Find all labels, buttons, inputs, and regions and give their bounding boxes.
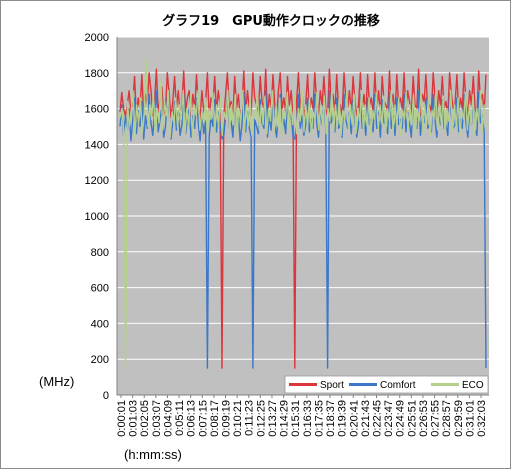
x-tick-label: 0:29:59	[453, 400, 465, 437]
axes	[116, 37, 489, 398]
x-tick-label: 0:10:21	[232, 400, 244, 437]
y-tick-label: 1600	[85, 104, 109, 116]
y-tick-label: 1400	[85, 139, 109, 151]
y-tick-label: 200	[91, 354, 109, 366]
legend: Sport Comfort ECO	[284, 375, 489, 394]
x-tick-label: 0:05:11	[174, 400, 186, 436]
x-tick-label: 0:23:47	[383, 400, 395, 437]
legend-label-sport: Sport	[320, 380, 344, 391]
x-tick-label: 0:06:13	[186, 400, 198, 437]
x-tick-label: 0:15:31	[290, 400, 302, 437]
series-layer	[119, 57, 487, 369]
legend-label-comfort: Comfort	[380, 380, 416, 391]
x-tick-label: 0:11:23	[244, 400, 256, 436]
x-tick-label: 0:32:03	[476, 400, 488, 437]
y-tick-label: 1800	[85, 68, 109, 80]
x-tick-label: 0:13:27	[267, 400, 279, 437]
x-tick-label: 0:16:33	[302, 400, 314, 437]
x-tick-labels: 0:00:01 0:01:03 0:02:05 0:03:07 0:04:09 0:05:…	[116, 400, 488, 437]
chart-title: グラフ19 GPU動作クロックの推移	[162, 13, 380, 29]
x-tick-label: 0:07:15	[197, 400, 209, 437]
x-tick-label: 0:24:49	[395, 400, 407, 437]
y-tick-label: 0	[103, 390, 109, 402]
y-tick-label: 400	[91, 318, 109, 330]
x-tick-label: 0:27:55	[430, 400, 442, 437]
x-tick-label: 0:26:53	[418, 400, 430, 437]
x-tick-label: 0:02:05	[139, 400, 151, 437]
y-tick-labels: 0 200 400 600 800 1000 1200 1400 1600 1800 2000	[85, 32, 109, 402]
y-tick-label: 1000	[85, 211, 109, 223]
series-line-eco	[119, 57, 487, 369]
x-tick-label: 0:31:01	[464, 400, 476, 437]
x-tick-label: 0:04:09	[162, 400, 174, 437]
legend-label-eco: ECO	[462, 380, 484, 391]
y-tick-label: 1200	[85, 175, 109, 187]
x-axis-unit: (h:mm:ss)	[124, 447, 182, 462]
x-tick-label: 0:08:17	[209, 400, 221, 437]
x-tick-label: 0:01:03	[128, 400, 140, 437]
x-tick-label: 0:25:51	[406, 400, 418, 437]
x-tick-label: 0:18:37	[325, 400, 337, 437]
x-tick-label: 0:09:19	[221, 400, 233, 437]
x-tick-label: 0:14:29	[279, 400, 291, 437]
x-tick-label: 0:12:25	[255, 400, 267, 437]
x-tick-label: 0:20:41	[348, 400, 360, 437]
x-tick-label: 0:19:39	[337, 400, 349, 437]
legend-box	[284, 375, 489, 394]
x-tick-label: 0:22:45	[371, 400, 383, 437]
x-tick-label: 0:28:57	[441, 400, 453, 437]
x-tick-label: 0:03:07	[151, 400, 163, 437]
y-axis-unit: (MHz)	[39, 374, 74, 389]
x-tick-label: 0:17:35	[313, 400, 325, 437]
y-tick-label: 600	[91, 283, 109, 295]
x-tick-label: 0:00:01	[116, 400, 128, 437]
x-tick-label: 0:21:43	[360, 400, 372, 437]
y-tick-label: 800	[91, 247, 109, 259]
y-tick-label: 2000	[85, 32, 109, 44]
